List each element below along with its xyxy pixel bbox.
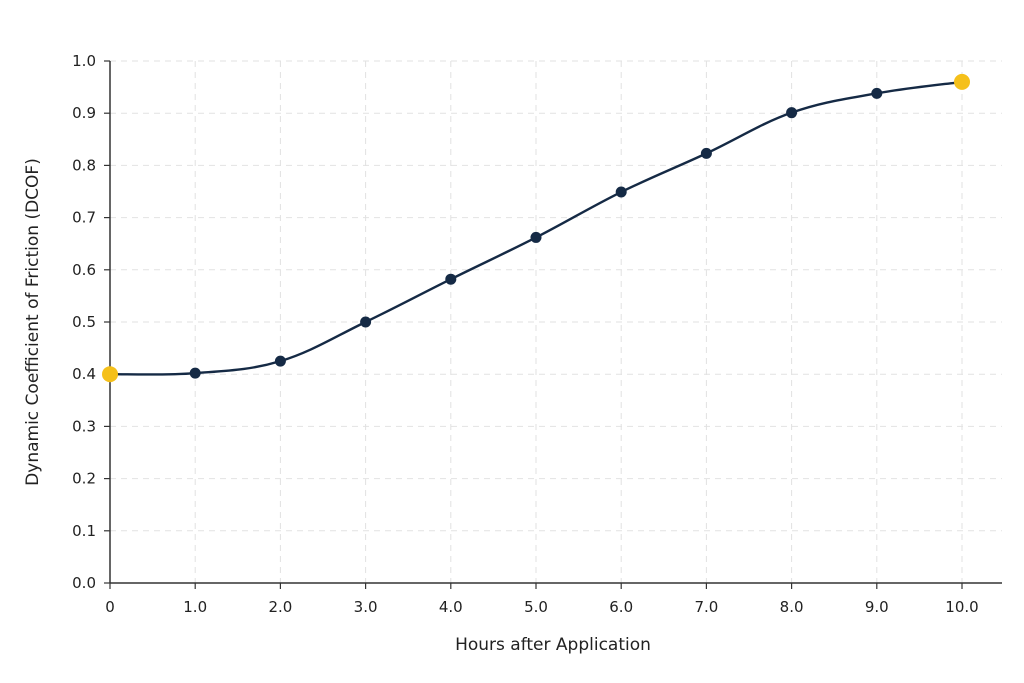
data-point: [360, 316, 372, 328]
x-tick-label: 1.0: [183, 598, 207, 616]
x-tick-label: 4.0: [439, 598, 463, 616]
x-tick-label: 0: [105, 598, 115, 616]
data-point: [189, 367, 201, 379]
y-tick-label: 0.7: [72, 209, 96, 227]
data-point: [871, 87, 883, 99]
y-tick-label: 0.3: [72, 417, 96, 435]
tick-labels: 0.0 0.1 0.2 0.3 0.4 0.5 0.6 0.7 0.8 0.9 1.0 0 1.0 2.0…: [72, 52, 979, 616]
data-point: [700, 147, 712, 159]
y-tick-label: 0.0: [72, 574, 96, 592]
data-points: [102, 73, 970, 383]
x-tick-label: 8.0: [780, 598, 804, 616]
x-axis-title: Hours after Application: [455, 635, 651, 655]
x-tick-label: 10.0: [945, 598, 978, 616]
axes: [104, 60, 1002, 589]
x-tick-label: 5.0: [524, 598, 548, 616]
y-tick-label: 1.0: [72, 52, 96, 70]
data-point: [615, 186, 627, 198]
data-point: [786, 107, 798, 119]
grid: [110, 60, 1002, 583]
y-tick-label: 0.5: [72, 313, 96, 331]
data-point: [274, 355, 286, 367]
y-axis-title: Dynamic Coefficient of Friction (DCOF): [23, 158, 43, 486]
y-tick-label: 0.9: [72, 104, 96, 122]
highlight-point: [954, 73, 970, 90]
y-tick-label: 0.1: [72, 522, 96, 540]
y-tick-label: 0.2: [72, 470, 96, 488]
data-point: [530, 231, 542, 243]
x-tick-label: 6.0: [609, 598, 633, 616]
x-tick-label: 7.0: [694, 598, 718, 616]
y-tick-label: 0.8: [72, 156, 96, 174]
data-point: [445, 273, 457, 285]
x-tick-label: 9.0: [865, 598, 889, 616]
y-tick-label: 0.6: [72, 261, 96, 279]
x-tick-label: 3.0: [354, 598, 378, 616]
y-tick-label: 0.4: [72, 365, 96, 383]
highlight-point: [102, 366, 118, 383]
x-tick-label: 2.0: [268, 598, 292, 616]
